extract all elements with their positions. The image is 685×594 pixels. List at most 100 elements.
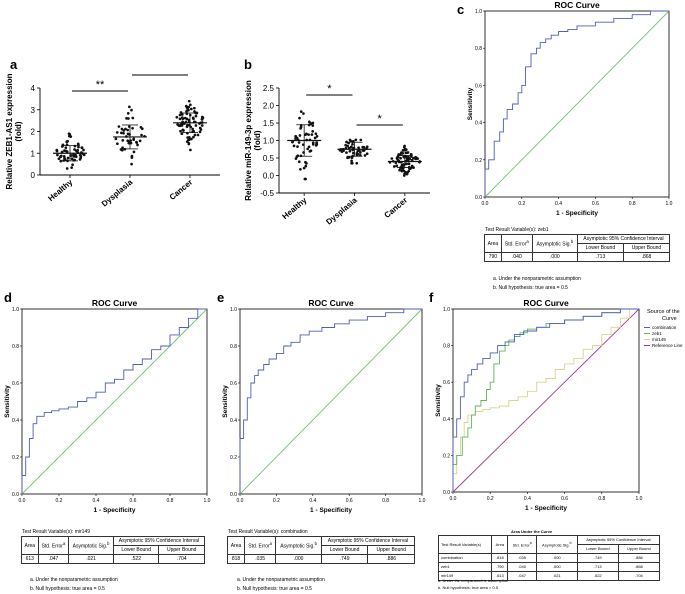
table-c-caption: Test Result Variable(s): zeb1 [485,227,549,233]
x-tick-label: Cancer [168,178,195,202]
data-point [298,116,301,120]
series-line-mir149 [452,308,639,492]
y-tick-label: 0.2 [230,455,237,461]
legend-label: zeb1 [652,331,662,336]
data-point [401,164,405,167]
table-d-note-a: a. Under the nonparametric assumption [30,577,118,583]
data-point [188,103,192,107]
data-point [180,132,184,136]
x-tick-label: 0.4 [309,498,316,504]
data-point [73,144,77,148]
data-point [305,132,308,136]
cell: .000 [275,554,322,564]
y-tick-label: 1 [31,149,36,158]
y-tick-label: -0.5 [260,189,274,198]
data-point [66,156,70,160]
table-c-note-b: b. Null hypothesis: true area = 0.5 [493,285,568,291]
th-upper: Upper Bound [622,243,671,253]
table-e-caption: Test Result Variable(s): combination [228,529,308,535]
data-point [200,124,204,127]
th-area: Area [491,535,509,554]
x-tick-label: 0.0 [237,498,244,504]
data-point [314,144,318,147]
data-point [186,136,189,139]
chart-title: ROC Curve [523,298,569,308]
x-tick-label: 0.0 [482,201,489,207]
data-point [178,113,182,117]
y-tick-label: 0.2 [12,455,19,461]
data-point [187,142,191,146]
data-point [186,123,189,127]
data-point [405,151,409,155]
panel-letter-e: e [217,290,225,305]
data-point [395,164,399,168]
data-point [136,143,139,147]
th-std-error: Std. Errora [37,536,70,555]
data-point [396,155,400,159]
th-std-error: Std. Errora [243,536,277,555]
y-tick-label: 0 [31,171,36,180]
table-e: Area Std. Errora Asymptotic Sig.b Asympt… [227,536,416,564]
table-d-caption: Test Result Variable(s): mir149 [22,529,90,535]
data-point [404,162,408,166]
cell: .868 [622,252,671,262]
y-tick-label: 0.6 [475,83,482,89]
th-lower: Lower Bound [576,243,624,253]
x-tick-label: 0.2 [56,498,63,504]
data-point [140,133,143,137]
x-tick-label: 0.0 [450,496,457,502]
cell: .886 [367,554,415,564]
th-sig: Asymptotic Sig.b [531,234,578,253]
x-tick-label: 1.0 [419,498,426,504]
data-point [359,138,363,142]
data-point [349,145,353,149]
y-tick-label: 1.0 [230,307,237,313]
th-area: Area [484,234,502,253]
cell: combination [437,553,493,563]
data-point [192,135,195,139]
y-axis-label-unit: (fold) [14,121,23,141]
data-point [179,129,182,133]
data-point [299,126,302,130]
x-tick-label: 0.6 [592,201,599,207]
data-point [311,143,315,146]
data-point [120,127,124,131]
th-ci: Asymptotic 95% Confidence Interval [320,536,416,546]
data-point [355,161,359,165]
data-point [313,136,317,140]
y-tick-label: 1.5 [263,119,275,128]
x-tick-label: 1.0 [636,496,643,502]
x-axis-label: 1 - Specificity [556,210,598,217]
data-point [131,116,135,120]
x-axis-label: 1 - Specificity [310,507,352,514]
th-ci: Asymptotic 95% Confidence Interval [112,536,206,546]
data-point [78,153,82,157]
data-point [299,110,303,114]
data-point [70,166,73,169]
data-point [191,127,195,131]
x-tick-label: 1.0 [204,498,211,504]
x-tick-label: Cancer [383,196,410,220]
data-point [307,145,311,149]
x-tick-label: 0.4 [555,201,562,207]
chart-f: ROC Curve 0.0 0.2 0.4 0.6 0.8 1.0 0.0 0.2 0.4 0.6 0… [435,298,683,512]
data-point [77,145,80,149]
cell: 790 [484,252,502,262]
legend-label: Reference Line [652,343,683,348]
data-point [408,167,412,171]
data-point [140,127,144,131]
data-point [310,133,314,136]
data-point [194,114,198,118]
data-point [400,151,403,154]
data-point [406,171,409,174]
th-upper: Upper Bound [617,544,661,554]
series-line-reference-line [239,308,423,495]
x-tick-label: 0.8 [382,498,389,504]
significance-label: * [327,83,332,95]
cell: .818 [491,553,509,563]
data-point [365,152,369,156]
data-point [409,153,413,156]
series-line-combination [452,308,639,492]
data-point [122,131,125,135]
th-test-var: Test Result Variable(s) [437,535,493,554]
